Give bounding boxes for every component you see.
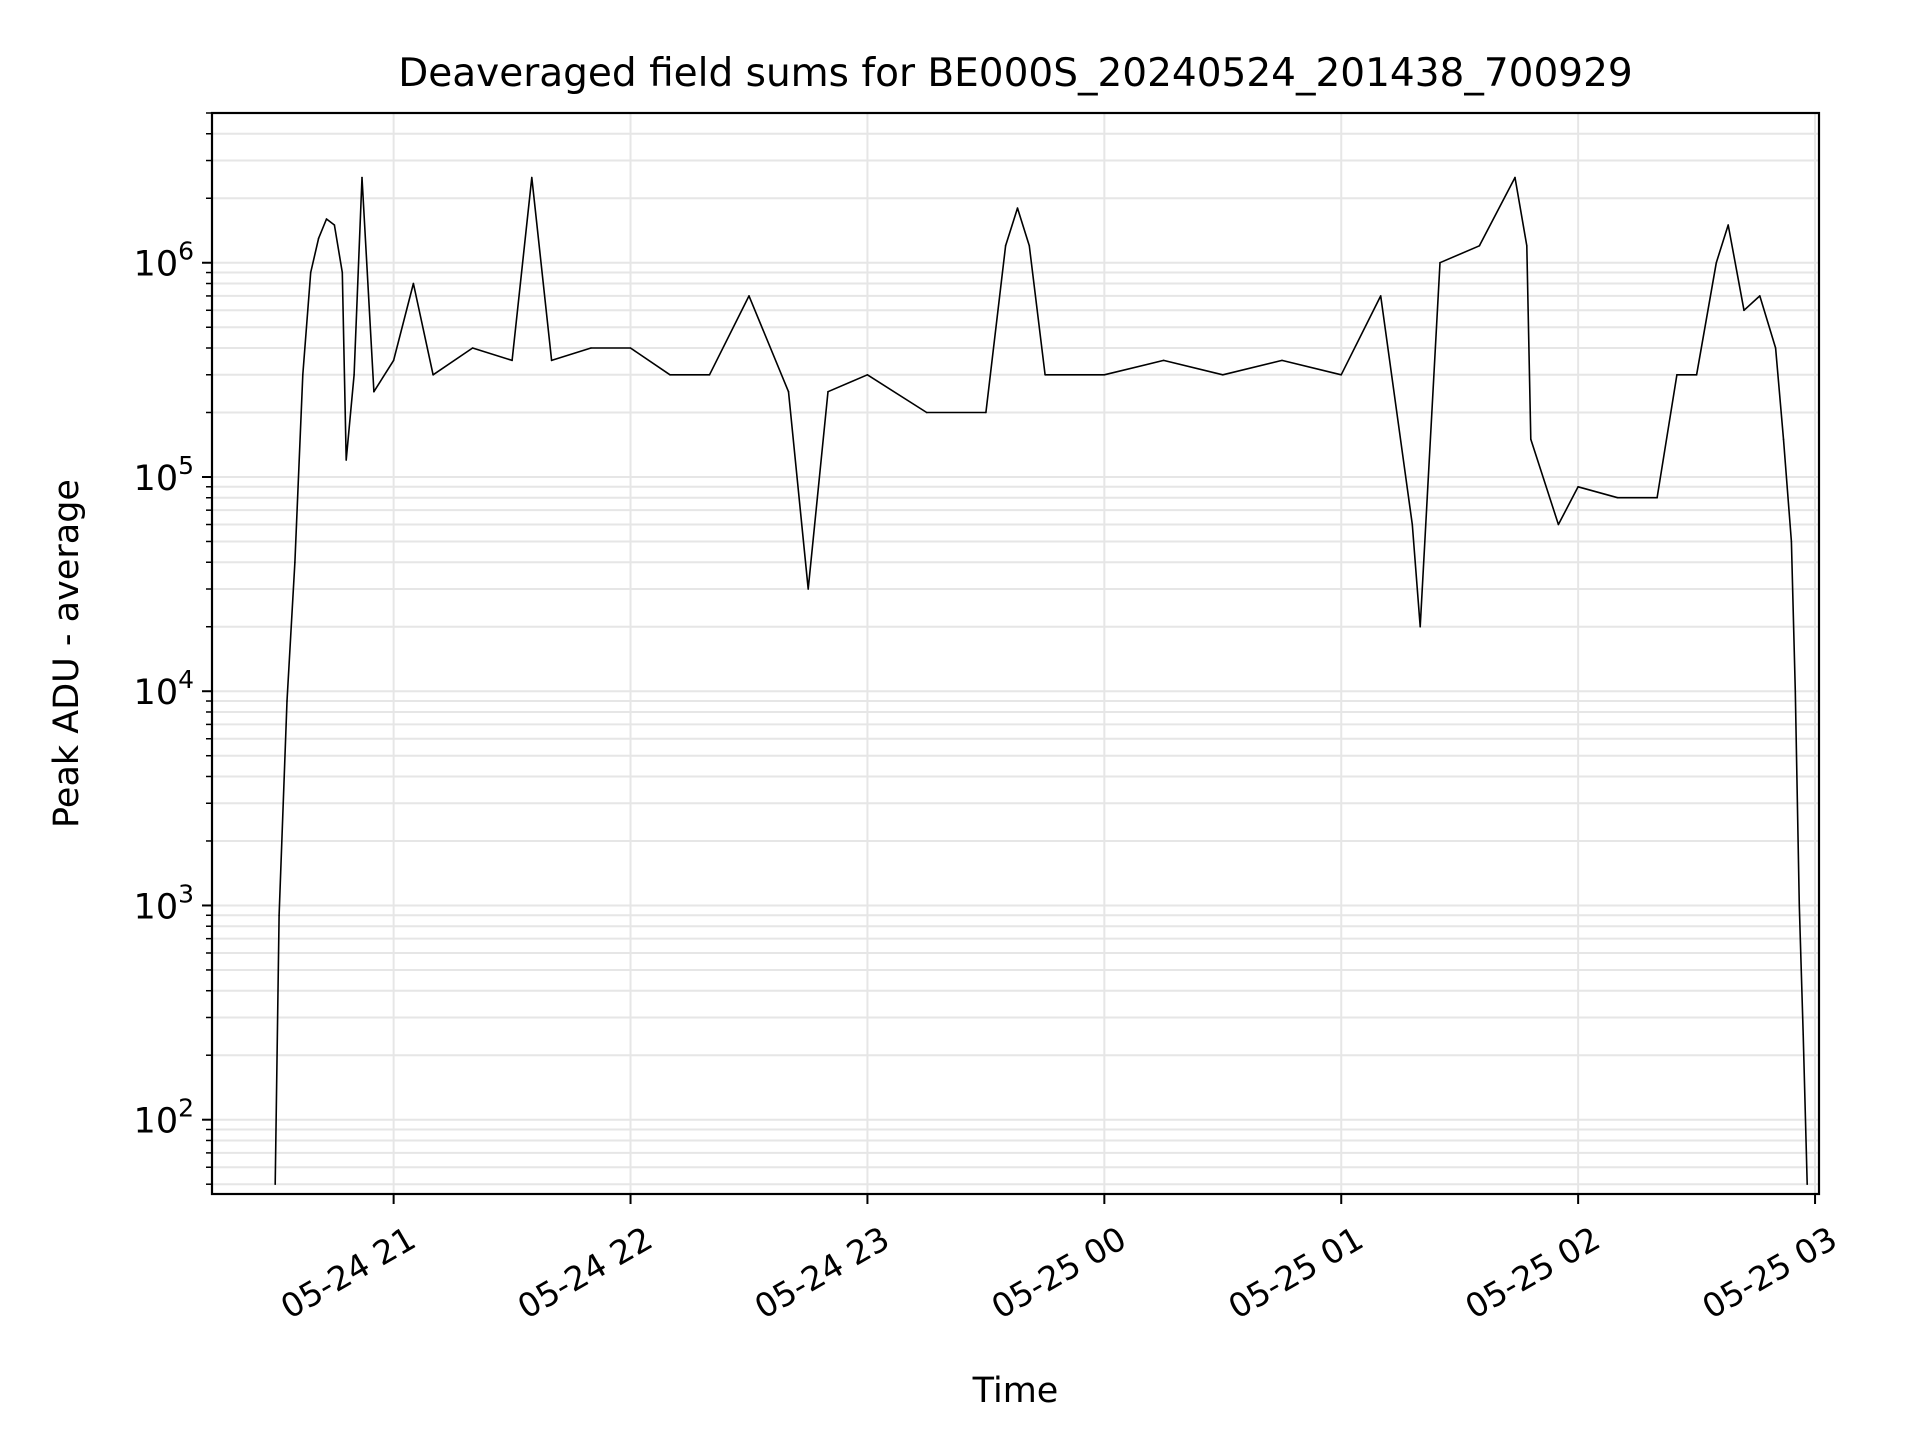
grid (212, 112, 1819, 1194)
data-point (432, 374, 434, 376)
data-point (1806, 1183, 1808, 1185)
data-point (1281, 359, 1283, 362)
data-point (309, 271, 312, 274)
data-point (787, 390, 790, 393)
data-point (1340, 374, 1342, 376)
y-tick-exponent: 6 (178, 237, 194, 266)
y-tick-exponent: 2 (178, 1094, 194, 1123)
axes-frame (210, 111, 1821, 1196)
data-point (274, 1183, 277, 1185)
data-point (708, 374, 711, 376)
data-point (1514, 176, 1516, 179)
data-point (1794, 690, 1797, 692)
data-series-line (274, 176, 1808, 1185)
data-point (1530, 438, 1532, 441)
data-point (629, 347, 632, 349)
data-point (807, 588, 809, 590)
data-point (550, 359, 553, 362)
data-point (353, 374, 355, 376)
data-point (286, 700, 288, 702)
data-point (511, 359, 513, 362)
data-point (1162, 359, 1165, 362)
data-point (1774, 347, 1777, 349)
data-point (1016, 207, 1019, 209)
data-point (1439, 261, 1441, 264)
data-point (1656, 496, 1658, 499)
data-point (1526, 245, 1528, 247)
data-point (748, 295, 750, 297)
data-point (341, 271, 344, 274)
data-point (925, 411, 928, 414)
data-point (1759, 295, 1761, 297)
data-point (333, 224, 336, 226)
data-line-layer (274, 176, 1808, 1185)
data-point (412, 282, 415, 285)
y-tick-exponent: 4 (178, 665, 194, 694)
data-point (361, 176, 363, 179)
data-point (669, 374, 671, 376)
data-point (1379, 295, 1382, 297)
data-point (1577, 486, 1579, 488)
x-axis-label: Time (972, 1371, 1059, 1411)
chart-title: Deaveraged field sums for BE000S_2024052… (398, 51, 1633, 96)
data-point (392, 359, 395, 362)
data-point (1028, 245, 1031, 247)
data-point (531, 176, 533, 179)
data-point (1557, 523, 1560, 526)
data-point (1743, 309, 1745, 312)
data-point (1616, 496, 1619, 499)
data-point (1478, 245, 1481, 247)
data-point (985, 411, 987, 414)
data-point (1802, 1033, 1804, 1036)
data-point (1103, 374, 1106, 376)
data-point (1727, 224, 1729, 226)
data-point (1411, 523, 1414, 526)
data-point (1715, 261, 1718, 264)
y-axis-label: Peak ADU - average (47, 479, 87, 828)
data-point (590, 347, 592, 349)
data-point (294, 561, 296, 563)
data-point (278, 914, 280, 917)
data-point (302, 374, 304, 376)
data-point (1676, 374, 1678, 376)
data-point (325, 218, 328, 220)
y-tick-exponent: 3 (178, 879, 194, 908)
data-point (1044, 374, 1046, 376)
data-point (471, 347, 474, 349)
data-point (1782, 438, 1785, 441)
data-point (1419, 625, 1421, 628)
data-point (827, 390, 829, 393)
data-point (317, 237, 320, 240)
data-point (345, 459, 348, 461)
data-point (1695, 374, 1698, 376)
y-tick-exponent: 5 (178, 451, 194, 480)
data-point (1798, 904, 1801, 907)
data-point (1004, 245, 1007, 247)
data-point (373, 390, 375, 393)
data-point (1222, 374, 1224, 376)
data-point (866, 374, 869, 376)
data-point (1790, 540, 1793, 543)
